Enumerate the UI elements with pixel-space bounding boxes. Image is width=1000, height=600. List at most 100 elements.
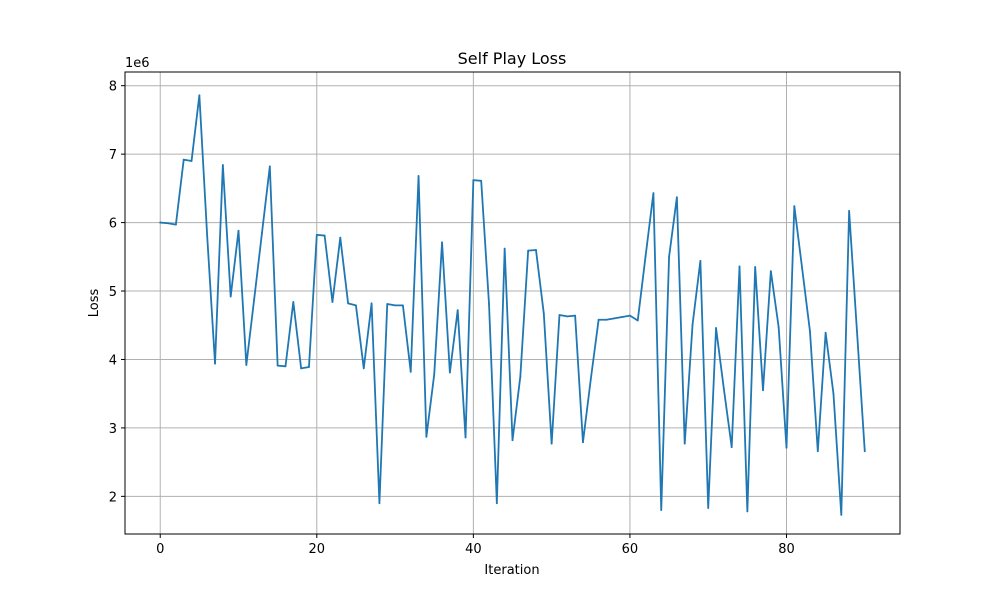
data-point xyxy=(558,314,561,316)
data-point xyxy=(762,389,764,392)
data-point xyxy=(785,446,788,449)
plot-area-frame xyxy=(124,71,901,535)
data-point xyxy=(699,260,702,262)
data-point xyxy=(621,316,623,318)
data-point xyxy=(190,160,193,162)
y-tick-label: 7 xyxy=(109,148,117,163)
data-point xyxy=(809,330,811,333)
axis-ticks: 0 20 40 60 80 2 3 4 5 6 7 8 xyxy=(109,80,795,557)
data-point xyxy=(824,331,827,334)
data-point xyxy=(448,371,451,374)
data-point xyxy=(848,210,851,212)
x-tick-label: 20 xyxy=(309,542,326,557)
data-point xyxy=(198,94,201,97)
data-point xyxy=(417,175,420,177)
data-point xyxy=(730,446,733,448)
x-tick-label: 0 xyxy=(156,542,164,557)
data-point xyxy=(668,255,670,258)
data-point xyxy=(535,249,537,251)
data-point xyxy=(386,303,389,305)
data-point xyxy=(519,375,522,378)
y-tick-label: 2 xyxy=(109,490,117,505)
data-point xyxy=(777,326,780,329)
data-point xyxy=(339,236,342,239)
data-point xyxy=(707,507,710,509)
data-point xyxy=(300,367,303,370)
data-point xyxy=(495,502,498,505)
data-point xyxy=(206,235,209,238)
grid-lines xyxy=(125,72,900,534)
data-point xyxy=(159,221,162,224)
data-point xyxy=(488,303,490,305)
data-point xyxy=(574,314,577,317)
data-point xyxy=(268,165,271,168)
data-point xyxy=(245,364,248,366)
data-point xyxy=(691,323,694,326)
data-point xyxy=(347,302,350,305)
data-point xyxy=(527,249,530,252)
data-point xyxy=(769,270,772,273)
data-point xyxy=(394,304,396,307)
data-point xyxy=(715,327,717,329)
data-point xyxy=(738,265,741,268)
x-axis-label: Iteration xyxy=(484,563,539,578)
data-point xyxy=(167,222,169,225)
data-point xyxy=(746,510,749,513)
data-point xyxy=(793,205,796,208)
chart-title: Self Play Loss xyxy=(458,49,567,68)
data-point xyxy=(582,441,584,444)
data-point xyxy=(174,223,177,226)
data-point xyxy=(370,302,373,305)
y-tick-label: 3 xyxy=(109,422,117,437)
data-point xyxy=(832,392,835,395)
data-point xyxy=(503,247,506,250)
data-point xyxy=(331,301,334,303)
data-point xyxy=(433,373,436,376)
data-point xyxy=(636,319,639,322)
data-point xyxy=(362,367,365,370)
data-point xyxy=(480,179,483,182)
data-point xyxy=(660,509,663,511)
x-tick-label: 40 xyxy=(465,542,482,557)
data-point xyxy=(456,309,459,312)
data-point xyxy=(675,196,678,199)
data-point xyxy=(550,442,553,445)
data-point xyxy=(214,362,216,365)
data-point xyxy=(464,436,467,439)
data-point xyxy=(542,312,545,315)
y-tick-label: 4 xyxy=(109,353,117,368)
data-point xyxy=(276,364,279,367)
data-point xyxy=(589,378,592,381)
data-point xyxy=(566,315,569,318)
data-point xyxy=(308,366,310,368)
data-point xyxy=(425,435,428,438)
y-axis-label: Loss xyxy=(87,289,102,318)
data-point xyxy=(629,314,631,317)
data-point xyxy=(378,502,381,505)
data-point xyxy=(229,295,232,298)
data-point xyxy=(323,234,326,237)
y-tick-label: 6 xyxy=(109,217,117,232)
data-point xyxy=(644,255,647,258)
data-point xyxy=(722,388,725,390)
data-point xyxy=(237,229,240,232)
data-point xyxy=(355,304,357,307)
data-point xyxy=(613,317,616,320)
data-point xyxy=(315,234,318,236)
data-point xyxy=(801,267,804,270)
data-point xyxy=(441,241,443,244)
data-point xyxy=(253,298,256,301)
data-point xyxy=(221,164,224,166)
data-point xyxy=(511,439,514,442)
data-point xyxy=(605,318,608,321)
x-tick-label: 60 xyxy=(622,542,639,557)
data-point xyxy=(754,266,757,268)
data-point xyxy=(402,304,404,307)
data-point xyxy=(856,329,858,332)
data-point xyxy=(182,158,185,161)
data-point xyxy=(409,370,412,373)
y-tick-label: 5 xyxy=(109,285,117,300)
data-point xyxy=(863,450,866,453)
